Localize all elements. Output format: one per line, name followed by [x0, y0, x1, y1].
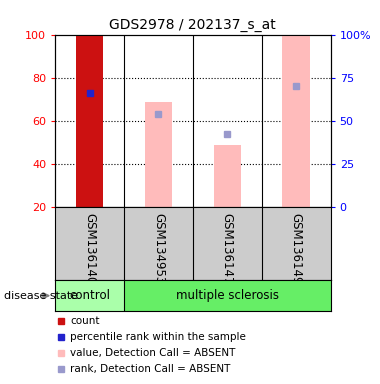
Bar [76, 30, 103, 207]
Text: GSM134953: GSM134953 [152, 213, 165, 285]
Text: count: count [70, 316, 100, 326]
Text: GSM136147: GSM136147 [221, 213, 234, 285]
Text: rank, Detection Call = ABSENT: rank, Detection Call = ABSENT [70, 364, 231, 374]
Text: value, Detection Call = ABSENT: value, Detection Call = ABSENT [70, 348, 236, 358]
Text: multiple sclerosis: multiple sclerosis [176, 289, 279, 302]
Bar [55, 280, 124, 311]
Title: GDS2978 / 202137_s_at: GDS2978 / 202137_s_at [109, 18, 276, 32]
Text: percentile rank within the sample: percentile rank within the sample [70, 332, 246, 342]
Text: disease state: disease state [4, 291, 78, 301]
Text: control: control [69, 289, 110, 302]
Bar [145, 101, 172, 207]
Text: GSM136140: GSM136140 [83, 213, 96, 285]
Bar [214, 145, 241, 207]
Text: GSM136149: GSM136149 [290, 213, 302, 285]
Bar [282, 0, 310, 207]
